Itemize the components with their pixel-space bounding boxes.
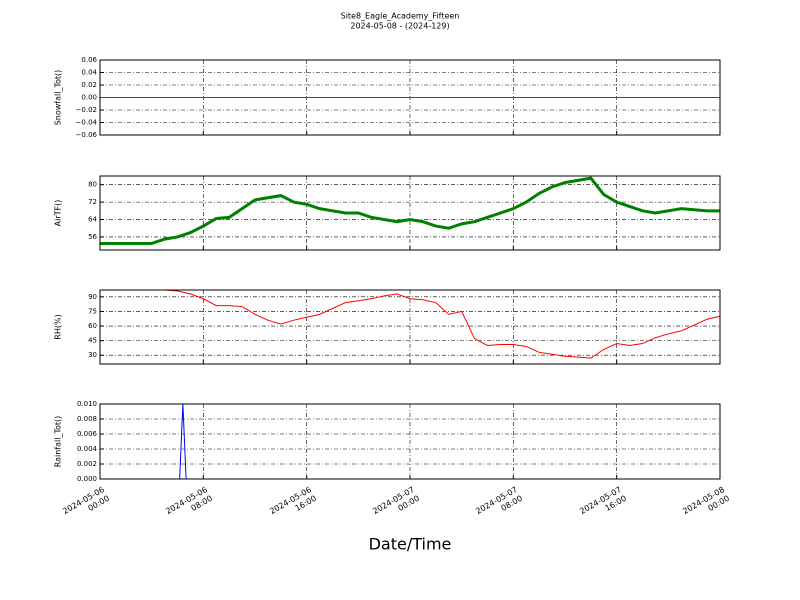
y-tick-label: 0.006 [77,430,98,438]
data-line [100,176,720,245]
chart-subtitle: 2024-05-08 - (2024-129) [350,22,449,31]
y-tick-label: 0.02 [81,81,97,89]
x-axis-label: Date/Time [369,535,452,554]
plot-frame [99,289,721,365]
y-axis-label: Rainfall_Tot() [54,416,63,468]
y-tick-label: 75 [88,307,97,315]
y-tick-label: −0.04 [76,119,98,127]
y-tick-label: 0.00 [81,94,97,102]
plot-frame [99,175,721,251]
y-tick-label: 0.002 [77,460,97,468]
y-tick-label: 30 [88,351,97,359]
y-tick-label: 56 [88,233,97,241]
y-tick-label: 0.06 [81,56,97,64]
plot-frame [99,403,721,480]
data-line [100,289,721,359]
y-tick-label: 72 [88,198,97,206]
y-axis-label: AirTF() [54,200,63,227]
plot-frame [99,59,721,136]
y-tick-label: −0.02 [76,106,97,114]
y-tick-label: 0.010 [77,400,97,408]
y-tick-label: 0.008 [77,415,97,423]
y-tick-label: 0.004 [77,445,98,453]
y-tick-label: 60 [88,322,97,330]
y-axis-label: Snowfall_Tot() [54,70,63,126]
chart-title: Site8_Eagle_Academy_Fifteen [341,12,460,21]
y-tick-label: 0.04 [81,69,97,77]
y-tick-label: 90 [88,293,97,301]
y-tick-label: 45 [88,337,97,345]
y-tick-label: 0.000 [77,475,97,483]
y-tick-label: 64 [88,216,97,224]
y-tick-label: −0.06 [76,131,98,139]
y-tick-label: 80 [88,181,97,189]
y-axis-label: RH(%) [54,314,63,339]
